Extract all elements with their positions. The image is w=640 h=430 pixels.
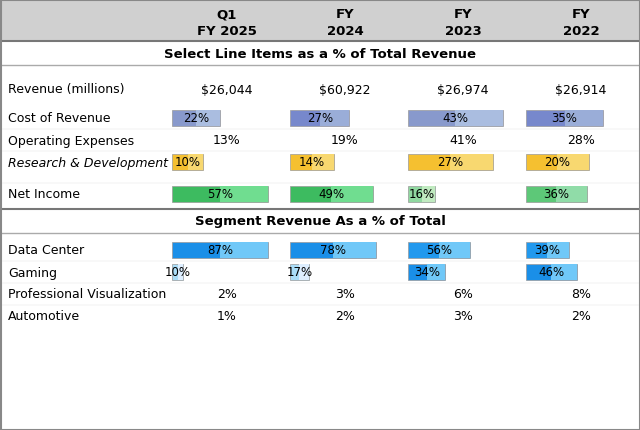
Bar: [408, 111, 502, 127]
Bar: [526, 243, 569, 258]
Bar: [408, 155, 493, 171]
Text: 43%: 43%: [442, 112, 468, 125]
Text: 39%: 39%: [534, 244, 561, 257]
Text: $60,922: $60,922: [319, 83, 371, 96]
Text: 49%: 49%: [318, 188, 344, 201]
Text: 2023: 2023: [445, 25, 481, 38]
Bar: [300, 264, 308, 280]
Text: 27%: 27%: [437, 156, 463, 169]
Bar: [172, 243, 268, 258]
Text: $26,044: $26,044: [201, 83, 253, 96]
Text: 35%: 35%: [552, 112, 577, 125]
Bar: [220, 243, 268, 258]
Text: FY: FY: [572, 8, 590, 21]
Text: 10%: 10%: [164, 266, 191, 279]
Bar: [290, 155, 334, 171]
Bar: [408, 243, 470, 258]
Bar: [332, 187, 373, 203]
Bar: [290, 187, 373, 203]
Text: 1%: 1%: [217, 310, 237, 323]
Bar: [320, 111, 349, 127]
Bar: [333, 243, 376, 258]
Text: 46%: 46%: [538, 266, 564, 279]
Bar: [172, 155, 204, 171]
Bar: [290, 111, 349, 127]
Text: 2%: 2%: [217, 288, 237, 301]
Text: 28%: 28%: [567, 134, 595, 147]
Text: 2024: 2024: [326, 25, 364, 38]
Text: 17%: 17%: [286, 266, 312, 279]
Bar: [172, 111, 220, 127]
Bar: [455, 111, 502, 127]
Text: 78%: 78%: [320, 244, 346, 257]
Bar: [526, 155, 589, 171]
Text: $26,974: $26,974: [437, 83, 489, 96]
Text: 13%: 13%: [213, 134, 241, 147]
Text: Data Center: Data Center: [8, 244, 84, 257]
Text: 2%: 2%: [571, 310, 591, 323]
Bar: [172, 264, 183, 280]
Bar: [0, 0, 640, 42]
Bar: [557, 155, 589, 171]
Text: Cost of Revenue: Cost of Revenue: [8, 112, 111, 125]
Text: FY: FY: [454, 8, 472, 21]
Bar: [547, 243, 569, 258]
Bar: [312, 155, 334, 171]
Text: Revenue (millions): Revenue (millions): [8, 83, 125, 96]
Text: Gaming: Gaming: [8, 266, 57, 279]
Bar: [427, 264, 445, 280]
Bar: [422, 187, 435, 203]
Bar: [526, 264, 577, 280]
Bar: [526, 187, 587, 203]
Text: Professional Visualization: Professional Visualization: [8, 288, 166, 301]
Text: 57%: 57%: [207, 188, 233, 201]
Bar: [551, 264, 577, 280]
Text: 6%: 6%: [453, 288, 473, 301]
Bar: [439, 243, 470, 258]
Text: Segment Revenue As a % of Total: Segment Revenue As a % of Total: [195, 215, 445, 228]
Text: FY: FY: [336, 8, 355, 21]
Text: Net Income: Net Income: [8, 188, 80, 201]
Bar: [188, 155, 204, 171]
Bar: [408, 264, 445, 280]
Bar: [290, 243, 376, 258]
Text: 10%: 10%: [175, 156, 201, 169]
Text: Research & Development: Research & Development: [8, 156, 168, 169]
Bar: [290, 264, 308, 280]
Text: 8%: 8%: [571, 288, 591, 301]
Text: FY 2025: FY 2025: [197, 25, 257, 38]
Bar: [408, 187, 435, 203]
Bar: [526, 111, 603, 127]
Bar: [220, 187, 268, 203]
Text: 19%: 19%: [331, 134, 359, 147]
Text: Select Line Items as a % of Total Revenue: Select Line Items as a % of Total Revenu…: [164, 47, 476, 60]
Text: $26,914: $26,914: [556, 83, 607, 96]
Text: Q1: Q1: [217, 8, 237, 21]
Text: 34%: 34%: [413, 266, 440, 279]
Bar: [172, 187, 268, 203]
Bar: [196, 111, 220, 127]
Bar: [564, 111, 603, 127]
Text: 22%: 22%: [183, 112, 209, 125]
Bar: [556, 187, 587, 203]
Text: 27%: 27%: [307, 112, 333, 125]
Text: 3%: 3%: [335, 288, 355, 301]
Text: 36%: 36%: [543, 188, 570, 201]
Bar: [451, 155, 493, 171]
Text: 14%: 14%: [299, 156, 325, 169]
Text: 2022: 2022: [563, 25, 599, 38]
Text: Automotive: Automotive: [8, 310, 80, 323]
Text: 16%: 16%: [408, 188, 435, 201]
Text: 20%: 20%: [545, 156, 570, 169]
Text: Operating Expenses: Operating Expenses: [8, 134, 134, 147]
Text: 41%: 41%: [449, 134, 477, 147]
Text: 2%: 2%: [335, 310, 355, 323]
Bar: [177, 264, 183, 280]
Text: 56%: 56%: [426, 244, 452, 257]
Text: 3%: 3%: [453, 310, 473, 323]
Text: 87%: 87%: [207, 244, 233, 257]
